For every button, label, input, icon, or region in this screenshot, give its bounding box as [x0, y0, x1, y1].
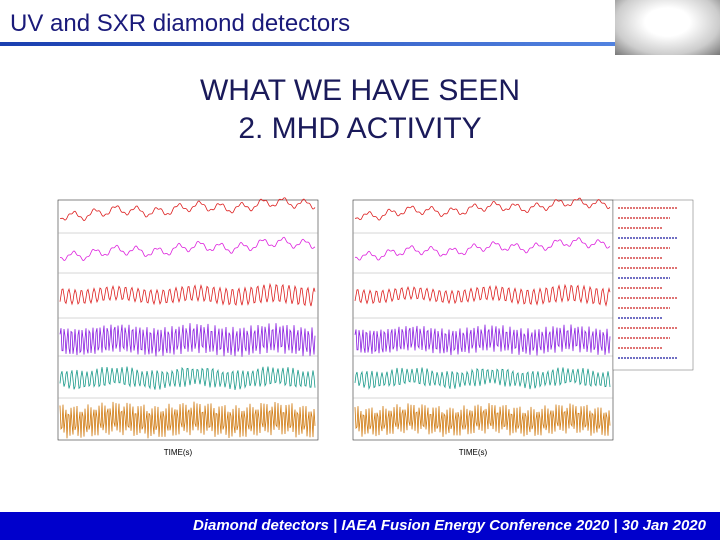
trace	[354, 403, 611, 437]
trace	[59, 366, 316, 390]
title-rule	[0, 42, 720, 46]
x-axis-label: TIME(s)	[459, 448, 488, 457]
footer-bar: Diamond detectors | IAEA Fusion Energy C…	[0, 512, 720, 540]
trace	[355, 197, 611, 221]
heading: WHAT WE HAVE SEEN 2. MHD ACTIVITY	[0, 72, 720, 148]
trace	[354, 324, 611, 356]
slide-title: UV and SXR diamond detectors	[10, 10, 351, 37]
figure: TIME(s) TIME(s)	[57, 197, 694, 457]
heading-line: WHAT WE HAVE SEEN	[199, 74, 521, 107]
trace	[59, 323, 316, 357]
x-axis-label: TIME(s)	[164, 448, 193, 457]
heading-line: 2. MHD ACTIVITY	[238, 112, 482, 145]
plot-frame	[57, 199, 319, 441]
trace	[59, 282, 316, 307]
trace	[354, 367, 611, 391]
legend-box	[612, 199, 694, 371]
trace	[60, 197, 316, 222]
header-photo	[615, 0, 720, 55]
trace	[59, 236, 316, 261]
footer-text: Diamond detectors | IAEA Fusion Energy C…	[192, 517, 706, 534]
trace	[354, 283, 611, 307]
plot-frame	[352, 199, 614, 441]
trace	[354, 237, 611, 261]
trace	[59, 401, 316, 439]
